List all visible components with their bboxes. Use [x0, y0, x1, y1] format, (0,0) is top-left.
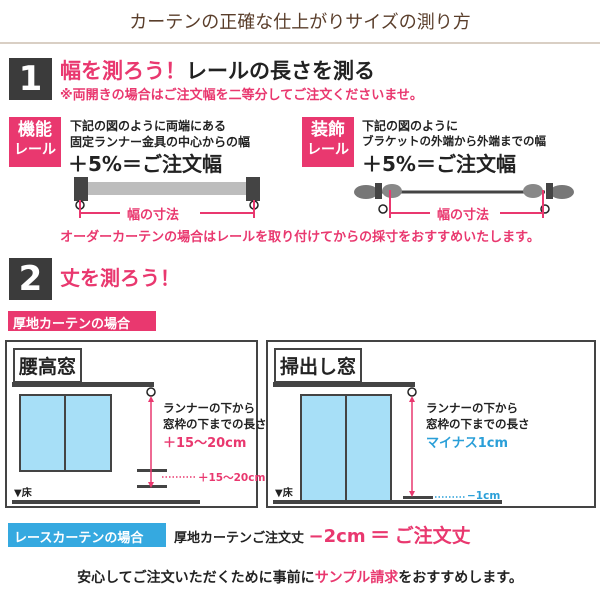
- waist-side-label: ＋15〜20cm: [198, 472, 266, 484]
- functional-measure-label: 幅の寸法: [127, 208, 180, 223]
- lace-result: ご注文丈: [394, 525, 471, 547]
- badge-line: レール: [14, 142, 56, 158]
- decorative-measure-label: 幅の寸法: [437, 208, 490, 223]
- functional-desc-1: 下記の図のように両端にある: [70, 119, 227, 133]
- lace-equals: ＝: [370, 523, 391, 547]
- footer-part3: をおすすめします。: [398, 570, 523, 586]
- step1-note: ※両開きの場合はご注文幅を二等分してご注文くださいませ。: [60, 88, 423, 103]
- lace-formula: 厚地カーテンご注文丈 −2cm ＝ ご注文丈: [174, 522, 471, 552]
- waist-adjust: ＋15〜20cm: [163, 436, 247, 451]
- window-pane: [64, 394, 112, 472]
- window-pane: [19, 394, 66, 472]
- functional-desc-2: 固定ランナー金具の中心からの幅: [70, 135, 251, 149]
- decorative-desc-1: 下記の図のように: [362, 119, 459, 133]
- floor-desc-1: ランナーの下から: [426, 401, 518, 415]
- floor-floor-label: ▼床: [275, 488, 293, 499]
- step-number-2: 2: [9, 258, 52, 300]
- floor-window-title: 掃出し窓: [274, 348, 363, 383]
- waist-window-title: 腰高窓: [13, 348, 83, 383]
- step1-heading: 幅を測ろう！レールの長さを測る: [60, 55, 375, 85]
- thick-curtain-label: 厚地カーテンの場合: [8, 311, 156, 332]
- title-divider: [0, 42, 600, 44]
- floor-side-label: −1cm: [467, 490, 501, 502]
- step1-heading-pink: 幅を測ろう！: [60, 59, 186, 83]
- waist-floor-label: ▼床: [14, 488, 32, 499]
- rail-end-right: [246, 177, 260, 201]
- rail-bar: [82, 182, 252, 195]
- decorative-desc-2: ブラケットの外端から外端までの幅: [362, 134, 546, 148]
- floor-desc-2: 窓枠の下までの長さ: [426, 417, 530, 431]
- functional-rail-diagram: [74, 177, 260, 218]
- decorative-rail-badge: 装飾 レール: [302, 117, 354, 167]
- waist-desc-2: 窓枠の下までの長さ: [163, 417, 267, 431]
- page-title: カーテンの正確な仕上がりサイズの測り方: [129, 12, 471, 33]
- floor-window-diagram: [273, 382, 502, 504]
- footer-message: 安心してご注文いただくために事前にサンプル請求をおすすめします。: [0, 567, 600, 587]
- step-number-1: 1: [9, 58, 52, 100]
- step1-advice: オーダーカーテンの場合はレールを取り付けてからの採寸をおすすめいたします。: [60, 230, 540, 245]
- lace-text: 厚地カーテンご注文丈: [174, 531, 305, 546]
- badge-line: レール: [307, 142, 349, 158]
- decorative-rail-diagram: [354, 183, 574, 218]
- step1-heading-black: レールの長さを測る: [186, 59, 375, 83]
- footer-part1: 安心してご注文いただくために事前に: [77, 570, 315, 586]
- waist-desc-1: ランナーの下から: [163, 401, 255, 415]
- lace-curtain-badge: レースカーテンの場合: [8, 523, 166, 547]
- badge-line: 装飾: [311, 120, 345, 140]
- waist-window-diagram: [12, 382, 200, 504]
- functional-formula: ＋5%＝ご注文幅: [68, 152, 222, 176]
- window-pane: [345, 394, 392, 502]
- footer-sample-request: サンプル請求: [314, 570, 399, 586]
- window-pane: [300, 394, 347, 502]
- functional-rail-badge: 機能 レール: [9, 117, 61, 167]
- badge-line: 機能: [18, 120, 52, 140]
- lace-minus: −2cm: [308, 526, 366, 547]
- floor-adjust: マイナス1cm: [426, 436, 509, 451]
- decorative-formula: ＋5%＝ご注文幅: [362, 152, 516, 176]
- rail-end-left: [74, 177, 88, 201]
- step2-heading: 丈を測ろう！: [60, 266, 180, 290]
